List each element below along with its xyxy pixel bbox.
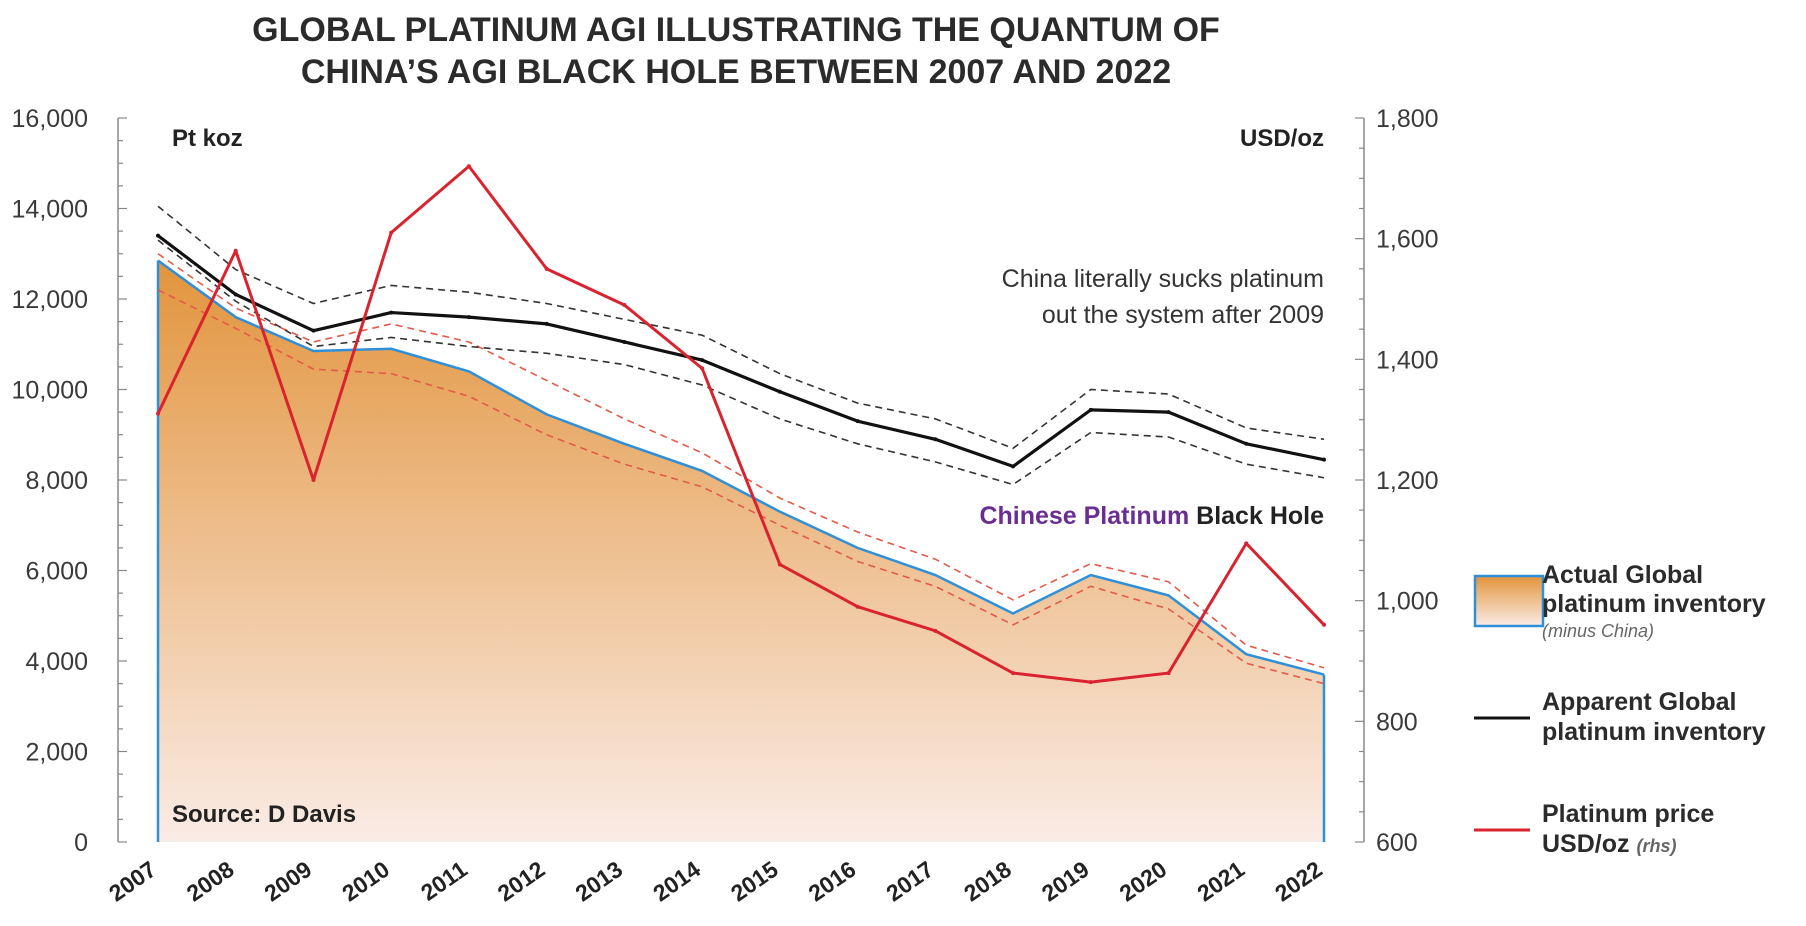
apparent-inventory-point (700, 358, 705, 363)
left-tick-label: 12,000 (12, 286, 88, 314)
legend-actual-label-line-1: Actual Global (1542, 561, 1703, 589)
black-hole-colored-text: Chinese Platinum (979, 502, 1189, 530)
platinum-price-point (389, 230, 394, 235)
platinum-price-point (1322, 622, 1326, 627)
legend-price-label-line-1: Platinum price (1542, 800, 1714, 828)
apparent-inventory-point (1166, 410, 1171, 415)
left-tick-label: 2,000 (25, 739, 88, 767)
apparent-inventory-point (1088, 407, 1093, 412)
right-tick-label: 1,800 (1376, 105, 1439, 133)
platinum-price-point (777, 562, 782, 567)
area-layer (156, 259, 1326, 843)
right-tick-label: 1,600 (1376, 226, 1439, 254)
platinum-price-point (1244, 541, 1249, 546)
x-tick-label: 2017 (881, 856, 938, 907)
apparent-inventory-point (311, 328, 316, 333)
platinum-price-point (622, 303, 627, 308)
china-annotation-line-2: out the system after 2009 (1042, 301, 1324, 329)
apparent-inventory-point (622, 339, 627, 344)
platinum-price-point (544, 266, 549, 271)
left-tick-label: 14,000 (12, 196, 88, 224)
left-tick-label: 4,000 (25, 648, 88, 676)
actual-band-lower (157, 289, 1325, 685)
source-note: Source: D Davis (172, 801, 356, 828)
left-axis-unit: Pt koz (172, 125, 243, 152)
apparent-inventory-point (777, 389, 782, 394)
x-tick-label: 2022 (1270, 856, 1327, 907)
platinum-price-point (233, 248, 238, 253)
apparent-inventory-point (1322, 457, 1326, 462)
x-tick-label: 2010 (337, 856, 394, 907)
left-tick-label: 8,000 (25, 467, 88, 495)
platinum-price-point (466, 164, 471, 169)
legend-price-unit: USD/oz (1542, 830, 1636, 858)
left-tick-label: 0 (74, 829, 88, 857)
legend-apparent-label-line-1: Apparent Global (1542, 688, 1736, 716)
apparent-inventory-point (1011, 464, 1016, 469)
x-tick-label: 2015 (726, 856, 783, 907)
black-hole-plain-text (1189, 502, 1196, 530)
apparent-band-lower (157, 239, 1325, 486)
legend-price-label-line-2: USD/oz (rhs) (1542, 830, 1676, 858)
platinum-price-point (855, 604, 860, 609)
platinum-price-point (1166, 671, 1171, 676)
x-tick-label: 2019 (1037, 856, 1094, 907)
left-tick-label: 10,000 (12, 377, 88, 405)
apparent-inventory-point (466, 315, 471, 320)
apparent-inventory-point (156, 233, 160, 238)
apparent-band-upper (157, 205, 1325, 450)
apparent-inventory-point (1244, 441, 1249, 446)
black-hole-annotation: Chinese Platinum Black Hole (979, 502, 1324, 530)
platinum-price-point (311, 478, 316, 482)
apparent-inventory-point (233, 292, 238, 297)
platinum-price-point (156, 411, 160, 416)
left-tick-label: 6,000 (25, 558, 88, 586)
band-layer (157, 205, 1325, 685)
platinum-price-line (156, 164, 1326, 684)
legend-actual-sub: (minus China) (1542, 621, 1654, 641)
apparent-inventory-point (933, 437, 938, 442)
x-tick-label: 2012 (493, 856, 550, 907)
platinum-price-point (700, 366, 705, 371)
x-tick-label: 2011 (416, 856, 472, 906)
right-tick-label: 1,400 (1376, 346, 1439, 374)
platinum-price-point (1011, 671, 1016, 676)
right-tick-label: 1,200 (1376, 467, 1439, 495)
legend-price-rhs-note: (rhs) (1636, 836, 1676, 856)
chart-title-line-2: CHINA’S AGI BLACK HOLE BETWEEN 2007 AND … (301, 53, 1171, 91)
legend-area-swatch (1473, 574, 1545, 628)
right-tick-label: 1,000 (1376, 588, 1439, 616)
x-tick-label: 2020 (1115, 856, 1172, 907)
x-tick-label: 2016 (804, 856, 861, 907)
x-tick-label: 2009 (260, 856, 317, 907)
inventory-area-fill (158, 260, 1324, 843)
apparent-inventory-point (389, 310, 394, 315)
right-tick-label: 600 (1376, 829, 1418, 857)
black-hole-plain-text-2: Black Hole (1196, 502, 1324, 530)
right-axis-unit: USD/oz (1240, 125, 1324, 152)
platinum-price-point (933, 628, 938, 633)
x-tick-label: 2014 (648, 856, 705, 907)
x-tick-label: 2007 (104, 856, 161, 907)
apparent-inventory-point (544, 321, 549, 326)
chart-title-line-1: GLOBAL PLATINUM AGI ILLUSTRATING THE QUA… (252, 11, 1220, 49)
apparent-inventory-point (855, 419, 860, 424)
x-tick-label: 2008 (182, 856, 239, 907)
line-layer (156, 164, 1326, 685)
x-tick-label: 2013 (570, 856, 627, 907)
legend-apparent-label-line-2: platinum inventory (1542, 718, 1766, 746)
china-annotation-line-1: China literally sucks platinum (1002, 265, 1324, 293)
x-tick-label: 2021 (1192, 856, 1249, 907)
x-tick-label: 2018 (959, 856, 1016, 907)
inventory-area-edge (157, 259, 1325, 676)
left-tick-label: 16,000 (12, 105, 88, 133)
actual-band-upper (157, 253, 1325, 669)
apparent-inventory-line (157, 234, 1325, 469)
right-tick-label: 800 (1376, 708, 1418, 736)
legend-actual-label-line-2: platinum inventory (1542, 590, 1766, 618)
platinum-price-point (1088, 680, 1093, 685)
